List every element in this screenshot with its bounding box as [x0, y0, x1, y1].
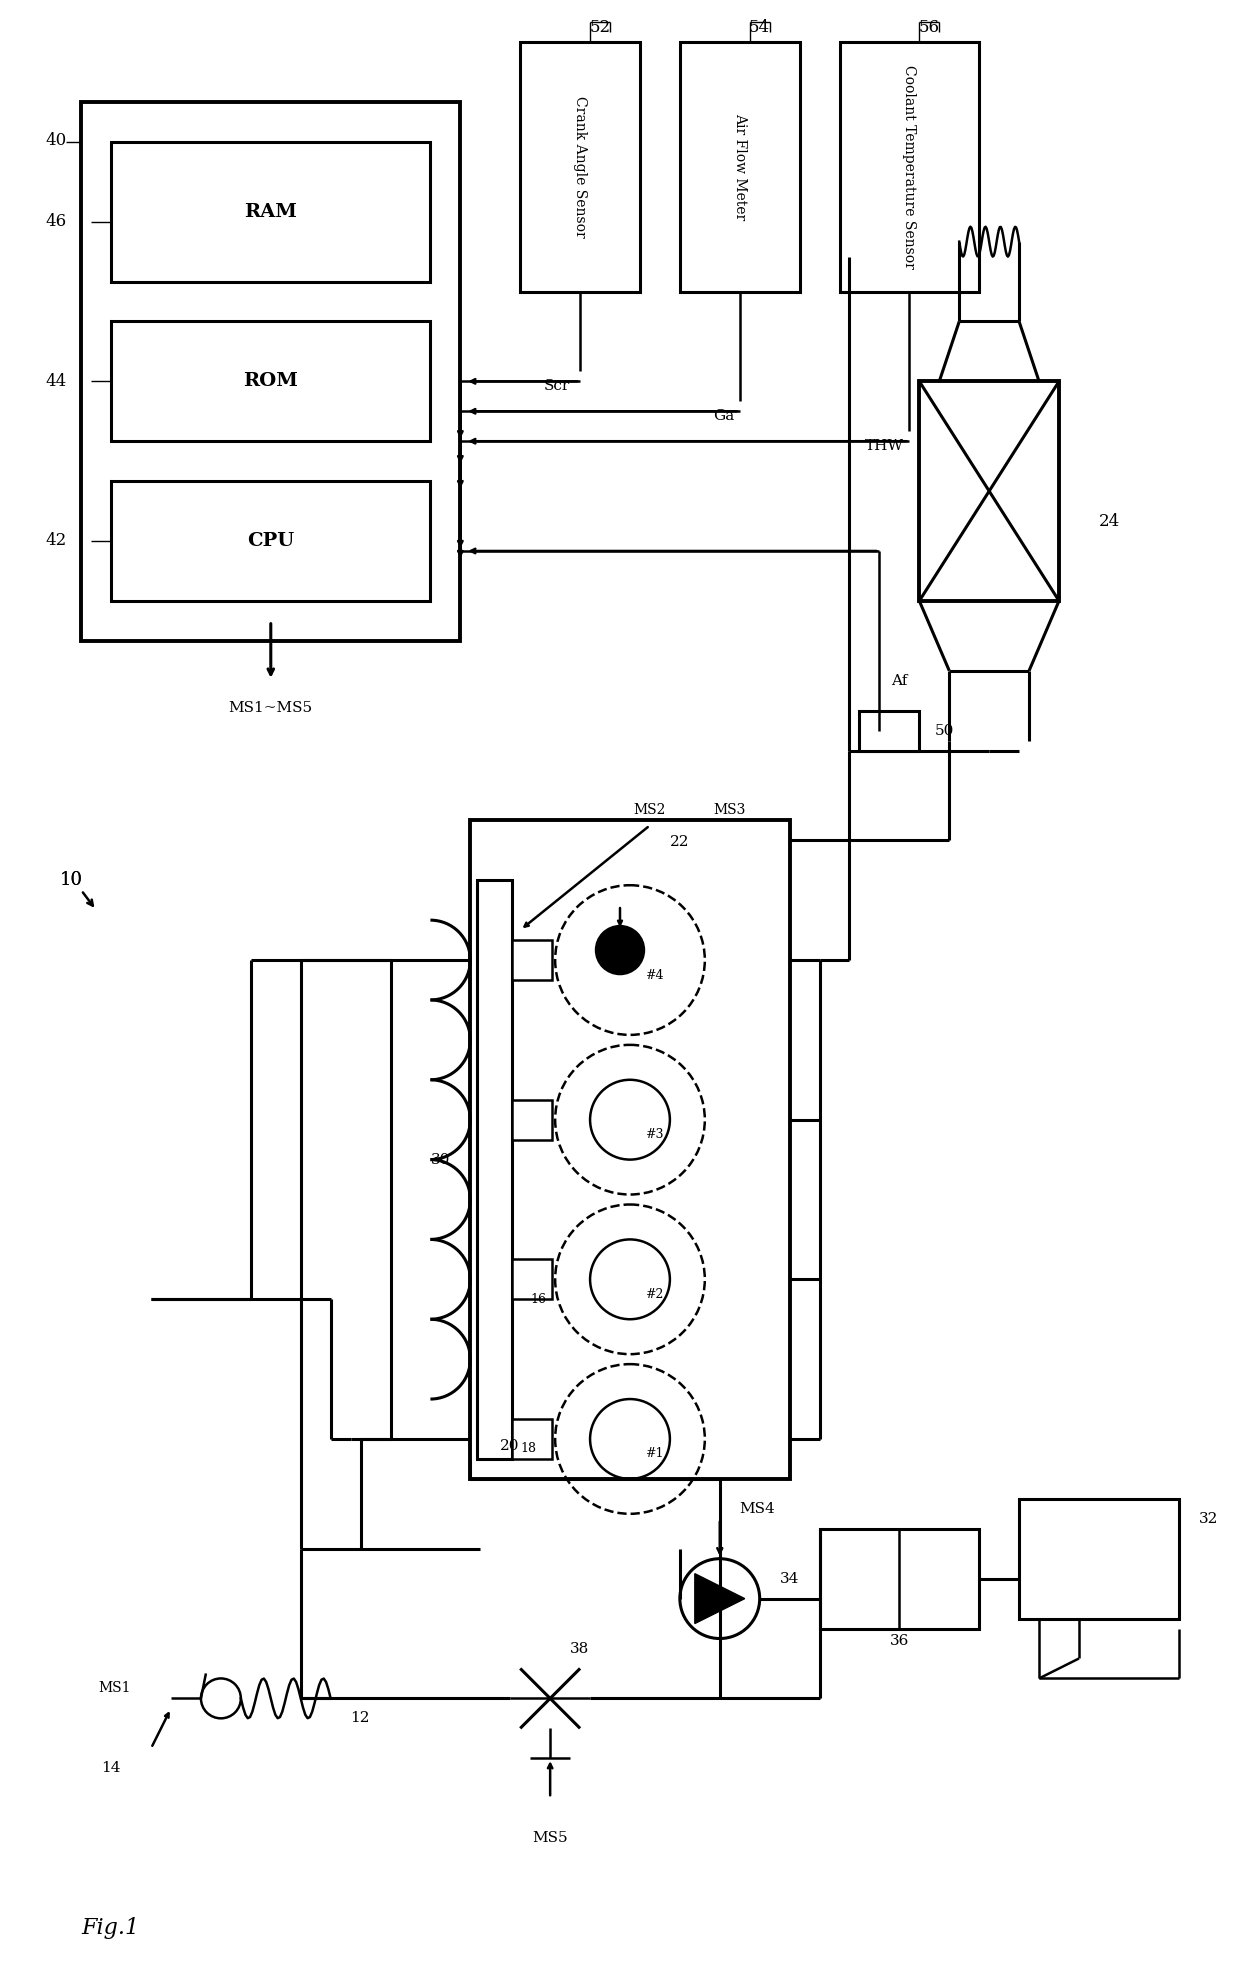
Text: MS5: MS5 — [532, 1830, 568, 1844]
FancyBboxPatch shape — [81, 102, 460, 640]
Text: 22: 22 — [670, 835, 689, 848]
Text: Af: Af — [892, 674, 908, 687]
Text: MS1~MS5: MS1~MS5 — [228, 701, 312, 715]
Text: Coolant Temperature Sensor: Coolant Temperature Sensor — [903, 65, 916, 269]
FancyBboxPatch shape — [512, 1259, 552, 1300]
FancyBboxPatch shape — [112, 322, 430, 442]
Text: 34: 34 — [780, 1571, 799, 1585]
Text: 10: 10 — [60, 872, 83, 890]
Text: RAM: RAM — [244, 202, 298, 220]
FancyBboxPatch shape — [477, 880, 512, 1459]
Text: #4: #4 — [645, 968, 663, 982]
Text: 42: 42 — [46, 532, 67, 550]
Text: #3: #3 — [645, 1127, 663, 1141]
Text: MS1: MS1 — [99, 1681, 131, 1695]
Text: 36: 36 — [889, 1634, 909, 1648]
Text: 38: 38 — [570, 1642, 589, 1656]
Text: 50: 50 — [934, 723, 954, 738]
Text: CPU: CPU — [247, 532, 294, 550]
Polygon shape — [694, 1573, 745, 1624]
Text: Fig.1: Fig.1 — [81, 1917, 139, 1938]
Text: #2: #2 — [645, 1288, 663, 1300]
FancyBboxPatch shape — [470, 821, 790, 1479]
Text: MS2: MS2 — [634, 803, 666, 817]
Text: 32: 32 — [1199, 1512, 1218, 1526]
FancyBboxPatch shape — [680, 41, 800, 291]
Text: 20: 20 — [500, 1440, 520, 1453]
Text: Scr: Scr — [544, 379, 570, 393]
Text: #1: #1 — [645, 1447, 663, 1461]
Text: Air Flow Meter: Air Flow Meter — [733, 114, 746, 220]
Text: 44: 44 — [46, 373, 67, 389]
Text: 24: 24 — [1099, 513, 1120, 530]
Text: 10: 10 — [60, 872, 83, 890]
Text: 16: 16 — [531, 1292, 546, 1306]
Text: 52: 52 — [589, 18, 610, 35]
FancyBboxPatch shape — [839, 41, 980, 291]
Text: 30: 30 — [432, 1153, 450, 1167]
Circle shape — [596, 927, 644, 974]
Text: 12: 12 — [351, 1711, 370, 1724]
FancyBboxPatch shape — [512, 1420, 552, 1459]
Text: MS3: MS3 — [713, 803, 746, 817]
Text: THW: THW — [866, 440, 904, 454]
Text: 14: 14 — [102, 1762, 122, 1775]
FancyBboxPatch shape — [112, 141, 430, 281]
Text: Crank Angle Sensor: Crank Angle Sensor — [573, 96, 587, 238]
FancyBboxPatch shape — [859, 711, 919, 750]
FancyBboxPatch shape — [1019, 1499, 1179, 1618]
Text: Ga: Ga — [713, 409, 735, 424]
Text: 46: 46 — [46, 214, 67, 230]
Text: 56: 56 — [919, 18, 940, 35]
FancyBboxPatch shape — [112, 481, 430, 601]
FancyBboxPatch shape — [919, 381, 1059, 601]
FancyBboxPatch shape — [820, 1528, 980, 1628]
FancyBboxPatch shape — [512, 941, 552, 980]
Text: ROM: ROM — [243, 373, 299, 391]
Text: 40: 40 — [46, 132, 67, 149]
Text: 54: 54 — [749, 18, 770, 35]
FancyBboxPatch shape — [512, 1100, 552, 1139]
Text: MS4: MS4 — [740, 1502, 775, 1516]
FancyBboxPatch shape — [521, 41, 640, 291]
Text: 18: 18 — [521, 1442, 536, 1455]
